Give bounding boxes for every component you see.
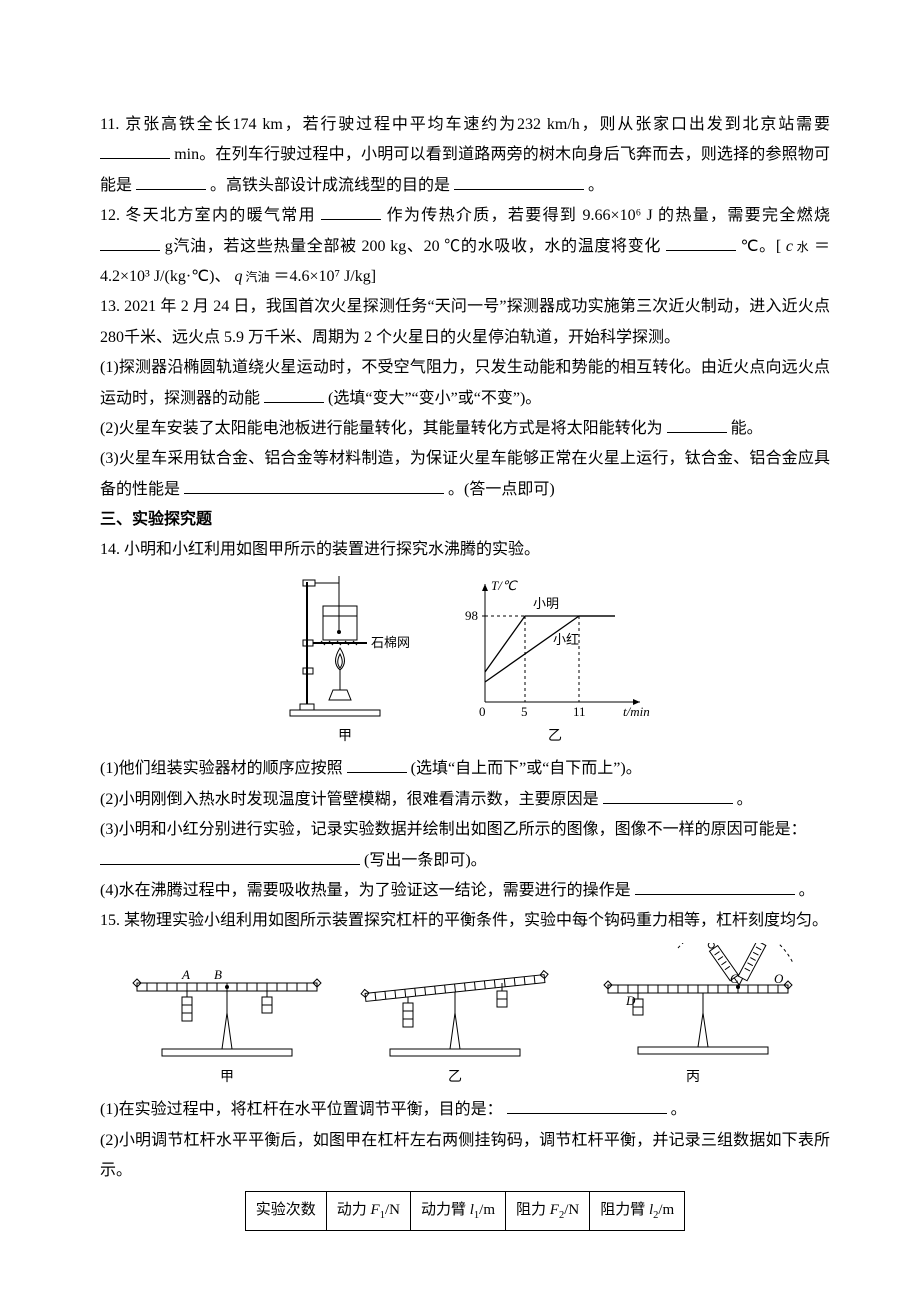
q13-2b: 能。 [731, 420, 763, 437]
q14-caption-yi: 乙 [548, 724, 562, 751]
question-15-1: (1)在实验过程中，将杠杆在水平位置调节平衡，目的是： 。 [100, 1095, 830, 1125]
svg-text:98: 98 [465, 608, 478, 623]
q15-fig-yi: 乙 [350, 953, 560, 1092]
question-14-4: (4)水在沸腾过程中，需要吸收热量，为了验证这一结论，需要进行的操作是 。 [100, 876, 830, 906]
q15-1b: 。 [671, 1101, 687, 1118]
blank-q12-1[interactable] [321, 203, 381, 220]
svg-text:B: B [214, 967, 222, 982]
q12-q-sub: 汽油 [242, 270, 269, 284]
q14-1b: (选填“自上而下”或“自下而上”)。 [411, 760, 642, 777]
q12-c-sub: 水 [793, 240, 809, 254]
q15-table: 实验次数 动力 F1/N 动力臂 l1/m 阻力 F2/N 阻力臂 l2/m [245, 1191, 685, 1231]
question-14-stem: 14. 小明和小红利用如图甲所示的装置进行探究水沸腾的实验。 [100, 535, 830, 565]
q14-3b: (写出一条即可)。 [364, 852, 487, 869]
apparatus-icon: 石棉网 [275, 572, 415, 722]
q12-eq2: ＝4.6×10⁷ J/kg] [273, 268, 376, 285]
svg-text:小红: 小红 [553, 632, 579, 647]
q14-4b: 。 [799, 882, 815, 899]
svg-text:小明: 小明 [533, 596, 559, 611]
table-row: 实验次数 动力 F1/N 动力臂 l1/m 阻力 F2/N 阻力臂 l2/m [245, 1191, 684, 1230]
q15-caption-bing: 丙 [686, 1065, 700, 1092]
q14-1a: (1)他们组装实验器材的顺序应按照 [100, 760, 343, 777]
q15-fig-bing: D C O [578, 943, 808, 1092]
question-13-3: (3)火星车采用钛合金、铝合金等材料制造，为保证火星车能够正常在火星上运行，钛合… [100, 444, 830, 505]
q15-figures: A B 甲 [100, 943, 830, 1092]
question-14-3: (3)小明和小红分别进行实验，记录实验数据并绘制出如图乙所示的图像，图像不一样的… [100, 815, 830, 876]
question-13-2: (2)火星车安装了太阳能电池板进行能量转化，其能量转化方式是将太阳能转化为 能。 [100, 414, 830, 444]
blank-q12-3[interactable] [666, 234, 736, 251]
blank-q11-2[interactable] [136, 173, 206, 190]
q14-caption-jia: 甲 [338, 724, 352, 751]
q15-fig-jia: A B 甲 [122, 953, 332, 1092]
q14-4a: (4)水在沸腾过程中，需要吸收热量，为了验证这一结论，需要进行的操作是 [100, 882, 631, 899]
q12-c-symbol: c [786, 238, 793, 255]
svg-text:A: A [181, 967, 190, 982]
chart-icon: T/℃ t/min 98 0 5 11 小明 小红 [455, 572, 655, 722]
q15-caption-jia: 甲 [220, 1065, 234, 1092]
q15-caption-yi: 乙 [448, 1065, 462, 1092]
q12-text-4a: ℃。[ [740, 238, 781, 255]
th-f2: 阻力 F2/N [506, 1191, 590, 1230]
q14-3a: (3)小明和小红分别进行实验，记录实验数据并绘制出如图乙所示的图像，图像不一样的… [100, 821, 807, 838]
lever-yi-icon [350, 953, 560, 1063]
svg-text:5: 5 [521, 704, 528, 719]
blank-q14-1[interactable] [347, 756, 407, 773]
asbestos-label: 石棉网 [371, 635, 410, 650]
blank-q15-1[interactable] [507, 1097, 667, 1114]
svg-text:11: 11 [573, 704, 586, 719]
blank-q13-1[interactable] [264, 386, 324, 403]
q11-text-3: 。高铁头部设计成流线型的目的是 [210, 177, 450, 194]
th-l2: 阻力臂 l2/m [590, 1191, 685, 1230]
blank-q14-2[interactable] [603, 787, 733, 804]
q11-text-4: 。 [588, 177, 604, 194]
question-13-stem: 13. 2021 年 2 月 24 日，我国首次火星探测任务“天问一号”探测器成… [100, 292, 830, 353]
q14-fig-yi: T/℃ t/min 98 0 5 11 小明 小红 乙 [455, 572, 655, 751]
question-15-2: (2)小明调节杠杆水平平衡后，如图甲在杠杆左右两侧挂钩码，调节杠杆平衡，并记录三… [100, 1126, 830, 1187]
question-11: 11. 京张高铁全长174 km，若行驶过程中平均车速约为232 km/h，则从… [100, 110, 830, 201]
q14-2a: (2)小明刚倒入热水时发现温度计管壁模糊，很难看清示数，主要原因是 [100, 791, 599, 808]
q14-2b: 。 [737, 791, 753, 808]
question-14-1: (1)他们组装实验器材的顺序应按照 (选填“自上而下”或“自下而上”)。 [100, 754, 830, 784]
svg-text:D: D [625, 993, 636, 1008]
q12-text-2: 作为传热介质，若要得到 9.66×10⁶ J 的热量，需要完全燃烧 [387, 207, 830, 224]
question-15-stem: 15. 某物理实验小组利用如图所示装置探究杠杆的平衡条件，实验中每个钩码重力相等… [100, 906, 830, 936]
svg-text:T/℃: T/℃ [491, 578, 518, 593]
lever-jia-icon: A B [122, 953, 332, 1063]
q12-text-1: 12. 冬天北方室内的暖气常用 [100, 207, 316, 224]
blank-q12-2[interactable] [100, 234, 160, 251]
svg-text:O: O [774, 971, 784, 986]
blank-q14-3[interactable] [100, 848, 360, 865]
question-13-1: (1)探测器沿椭圆轨道绕火星运动时，不受空气阻力，只发生动能和势能的相互转化。由… [100, 353, 830, 414]
q13-3b: 。(答一点即可) [448, 481, 555, 498]
q12-text-3: g汽油，若这些热量全部被 200 kg、20 ℃的水吸收，水的温度将变化 [165, 238, 661, 255]
lever-bing-icon: D C O [578, 943, 808, 1063]
question-12: 12. 冬天北方室内的暖气常用 作为传热介质，若要得到 9.66×10⁶ J 的… [100, 201, 830, 292]
q13-1b: (选填“变大”“变小”或“不变”)。 [328, 390, 541, 407]
svg-text:0: 0 [479, 704, 486, 719]
blank-q14-4[interactable] [635, 878, 795, 895]
blank-q11-1[interactable] [100, 142, 170, 159]
th-f1: 动力 F1/N [326, 1191, 410, 1230]
blank-q11-3[interactable] [454, 173, 584, 190]
q15-1a: (1)在实验过程中，将杠杆在水平位置调节平衡，目的是： [100, 1101, 503, 1118]
section-3-heading: 三、实验探究题 [100, 505, 830, 535]
th-l1: 动力臂 l1/m [410, 1191, 505, 1230]
q14-figures: 石棉网 甲 T/℃ t/min 98 0 5 11 [100, 572, 830, 751]
q13-2a: (2)火星车安装了太阳能电池板进行能量转化，其能量转化方式是将太阳能转化为 [100, 420, 663, 437]
blank-q13-2[interactable] [667, 416, 727, 433]
svg-text:t/min: t/min [623, 704, 650, 719]
q14-fig-jia: 石棉网 甲 [275, 572, 415, 751]
q11-text-1: 11. 京张高铁全长174 km，若行驶过程中平均车速约为232 km/h，则从… [100, 116, 830, 133]
question-14-2: (2)小明刚倒入热水时发现温度计管壁模糊，很难看清示数，主要原因是 。 [100, 785, 830, 815]
th-exp-num: 实验次数 [245, 1191, 326, 1230]
blank-q13-3[interactable] [184, 477, 444, 494]
